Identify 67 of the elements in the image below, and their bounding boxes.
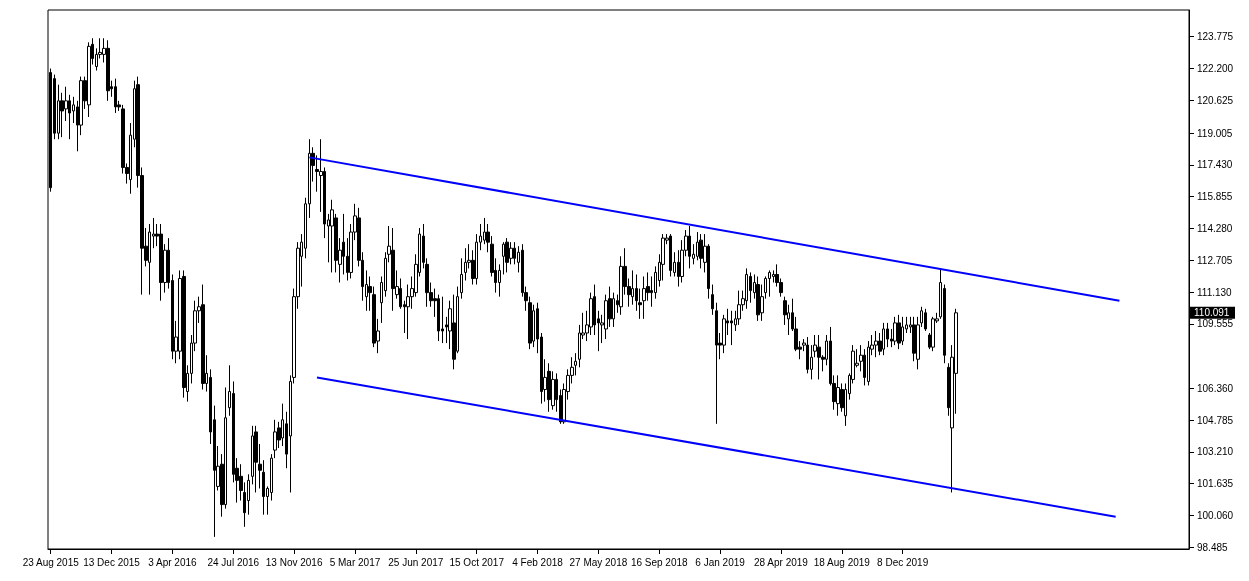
y-tick-label: 117.430 — [1197, 159, 1233, 171]
y-tick-label: 112.705 — [1197, 254, 1233, 266]
candlestick — [159, 223, 163, 302]
candlestick — [768, 269, 771, 298]
y-tick-label: 103.210 — [1197, 446, 1234, 458]
candlestick — [502, 241, 505, 275]
candlestick — [836, 374, 840, 417]
candlestick — [114, 78, 117, 114]
candlestick — [715, 302, 718, 425]
candlestick — [817, 334, 821, 380]
candlestick — [874, 330, 878, 358]
candlestick — [273, 419, 277, 459]
x-tick-label: 16 Sep 2018 — [630, 556, 689, 568]
x-tick-label: 5 Mar 2017 — [329, 556, 381, 568]
y-tick-label: 101.635 — [1197, 478, 1234, 490]
candlestick — [505, 237, 509, 273]
y-tick-label: 115.855 — [1197, 191, 1233, 203]
candlestick — [931, 316, 935, 352]
candlestick — [460, 257, 463, 300]
x-tick-label: 18 Aug 2019 — [813, 556, 871, 568]
y-tick-label: 123.775 — [1197, 31, 1234, 43]
x-tick-label: 8 Dec 2019 — [877, 556, 929, 568]
candlestick — [182, 269, 186, 399]
candlestick — [699, 233, 703, 269]
y-tick-label: 111.130 — [1197, 286, 1233, 298]
candlestick — [745, 267, 748, 310]
candlestick — [87, 41, 91, 118]
x-tick-label: 15 Oct 2017 — [449, 556, 505, 568]
x-tick-label: 28 Apr 2019 — [753, 556, 809, 568]
candlestick — [924, 308, 927, 332]
candlestick — [882, 322, 885, 356]
candlestick — [669, 233, 672, 277]
x-tick-label: 27 May 2018 — [569, 556, 628, 568]
y-tick-label: 122.200 — [1197, 63, 1234, 75]
x-tick-label: 13 Nov 2016 — [265, 556, 323, 568]
y-tick-label: 104.785 — [1197, 414, 1234, 426]
candlestick — [391, 227, 395, 312]
y-tick-label: 100.060 — [1197, 509, 1234, 521]
candlestick — [642, 275, 646, 320]
candlestick — [201, 284, 205, 391]
y-tick-label: 114.280 — [1197, 222, 1233, 234]
candlestick — [711, 284, 714, 316]
x-tick-label: 13 Dec 2015 — [83, 556, 141, 568]
candlestick — [464, 247, 467, 282]
candlestick — [756, 275, 760, 322]
x-tick-label: 3 Apr 2016 — [148, 556, 198, 568]
x-tick-label: 4 Feb 2018 — [512, 556, 564, 568]
candlestick — [688, 225, 691, 269]
text: 110.091 — [1194, 307, 1230, 319]
candlestick — [330, 199, 334, 273]
x-tick-label: 23 Aug 2015 — [22, 556, 80, 568]
candlestick — [893, 316, 897, 346]
candlestick — [547, 362, 551, 413]
x-tick-label: 6 Jan 2019 — [695, 556, 746, 568]
candlestick — [106, 39, 110, 102]
y-tick-label: 120.625 — [1197, 94, 1234, 106]
x-tick-label: 24 Jul 2016 — [207, 556, 260, 568]
x-tick-label: 25 Jun 2017 — [388, 556, 444, 568]
y-tick-label: 119.005 — [1197, 127, 1233, 139]
y-tick-label: 106.360 — [1197, 382, 1234, 394]
candlestick — [254, 425, 258, 493]
candlestick — [897, 314, 901, 350]
candlestick — [441, 296, 444, 344]
y-tick-label: 98.485 — [1197, 541, 1229, 553]
candlestick — [901, 316, 904, 346]
candlestick — [730, 310, 733, 346]
y-tick-label: 109.555 — [1197, 318, 1234, 330]
